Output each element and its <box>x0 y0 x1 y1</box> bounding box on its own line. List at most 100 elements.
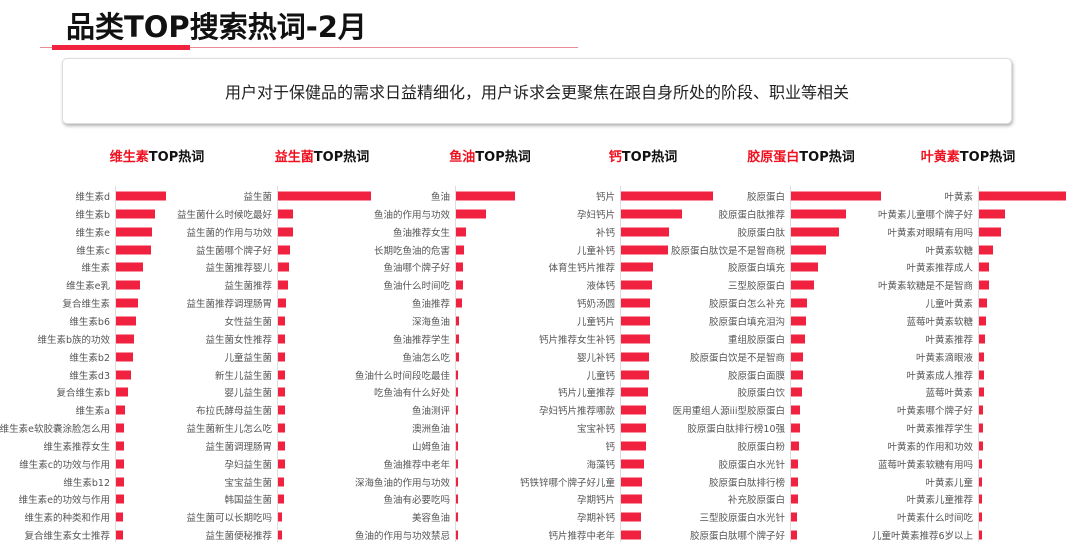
bar-label: 维生素b12 <box>63 477 110 489</box>
bar-label: 胶原蛋白肽排行榜10强 <box>687 424 785 436</box>
bar <box>621 245 668 255</box>
bar-label: 儿童叶黄素推荐6岁以上 <box>871 531 973 543</box>
bar <box>278 530 282 540</box>
bar <box>979 191 1066 201</box>
bar <box>621 494 643 504</box>
bar <box>456 316 459 326</box>
bar-label: 韩国益生菌 <box>224 495 272 507</box>
bar <box>116 352 133 362</box>
bar-label: 叶黄素对眼睛有用吗 <box>887 227 973 239</box>
bar-label: 益生菌的作用与功效 <box>186 227 272 239</box>
bar <box>116 227 152 237</box>
bar-label: 益生菌哪个牌子好 <box>195 245 272 257</box>
bar-label: 鱼油 <box>430 192 450 203</box>
bar-label: 维生素d <box>75 192 110 203</box>
bar-label: 叶黄素 <box>944 192 973 203</box>
bar-label: 三型胶原蛋白 <box>727 281 785 293</box>
bar-label: 维生素b2 <box>69 352 110 364</box>
bar <box>791 387 802 397</box>
bar <box>116 494 124 504</box>
bar <box>979 298 987 308</box>
chart-title-highlight: 鱼油 <box>449 150 476 165</box>
bar <box>278 459 285 469</box>
bar <box>456 530 458 540</box>
bar <box>979 477 983 487</box>
bar <box>278 262 290 272</box>
bar-label: 维生素推荐女生 <box>43 441 110 453</box>
bar-label: 叶黄素推荐 <box>925 334 973 346</box>
bar <box>278 209 293 219</box>
bar <box>116 209 155 219</box>
bar-label: 鱼油的作用与功效禁忌 <box>354 531 450 543</box>
bar <box>456 209 486 219</box>
bar <box>278 494 284 504</box>
bar <box>621 530 642 540</box>
bar-label: 医用重组人源iii型胶原蛋白 <box>672 406 785 418</box>
bar <box>621 298 651 308</box>
bar <box>278 245 291 255</box>
bar <box>621 405 646 415</box>
chart-title: 叶黄素TOP热词 <box>921 146 1015 165</box>
bar <box>456 262 464 272</box>
bar <box>116 459 124 469</box>
bar-label: 胶原蛋白面膜 <box>727 370 785 382</box>
bar-label: 钙铁锌哪个牌子好儿童 <box>519 477 615 489</box>
bar <box>621 316 651 326</box>
bar <box>456 387 458 397</box>
bar <box>116 298 138 308</box>
bar <box>791 405 800 415</box>
bar <box>979 334 986 344</box>
bar-label: 补充胶原蛋白 <box>727 495 785 507</box>
bar-label: 鱼油什么时间吃 <box>383 281 450 293</box>
bar-label: 维生素的种类和作用 <box>24 513 110 525</box>
bar-label: 海藻钙 <box>586 459 615 471</box>
bar <box>456 245 465 255</box>
bar-label: 鱼油推荐女生 <box>392 227 450 239</box>
bar <box>621 227 669 237</box>
bar <box>621 191 713 201</box>
bar-label: 胶原蛋白 <box>746 192 785 203</box>
bar-label: 澳洲鱼油 <box>411 424 450 436</box>
summary-text: 用户对于保健品的需求日益精细化，用户诉求会更聚焦在跟自身所处的阶段、职业等相关 <box>224 83 849 102</box>
chart-title: 维生素TOP热词 <box>110 146 204 165</box>
bar <box>621 459 644 469</box>
bar <box>278 370 286 379</box>
bar-label: 益生菌推荐婴儿 <box>205 263 272 275</box>
chart-title-highlight: 钙 <box>608 150 622 165</box>
bar-label: 维生素c的功效与作用 <box>19 459 110 471</box>
bar-label: 维生素e乳 <box>66 281 110 293</box>
bar-label: 胶原蛋白怎么补充 <box>708 299 785 311</box>
bar-label: 钙片推荐女生补钙 <box>538 334 615 346</box>
summary-box: 用户对于保健品的需求日益精细化，用户诉求会更聚焦在跟自身所处的阶段、职业等相关 <box>62 58 1012 124</box>
bar <box>456 280 464 290</box>
chart-title: 鱼油TOP热词 <box>449 146 530 165</box>
bar <box>116 477 124 487</box>
bar <box>791 494 799 504</box>
bar <box>979 316 986 326</box>
bar-label: 维生素d3 <box>69 370 110 382</box>
bar <box>116 387 128 397</box>
bar <box>278 280 289 290</box>
chart-axis <box>277 186 278 542</box>
chart-axis <box>115 186 116 542</box>
bar-label: 深海鱼油 <box>411 316 450 328</box>
bar-label: 叶黄素儿童 <box>925 477 973 489</box>
chart-title-highlight: 维生素 <box>109 150 149 165</box>
chart-axis <box>455 186 456 542</box>
bar-label: 叶黄素儿童推荐 <box>906 495 973 507</box>
chart-title-highlight: 叶黄素 <box>920 150 960 165</box>
bar-label: 儿童益生菌 <box>224 352 272 364</box>
bar-label: 维生素b <box>75 209 110 221</box>
bar <box>979 280 990 290</box>
bar <box>116 334 134 344</box>
bar <box>278 191 371 201</box>
title-underline <box>40 47 578 48</box>
bar-label: 鱼油测评 <box>411 406 450 418</box>
bar <box>979 209 1006 219</box>
bar <box>456 405 458 415</box>
bar-label: 液体钙 <box>586 281 615 293</box>
bar-label: 叶黄素推荐成人 <box>906 263 973 275</box>
bar <box>456 191 515 201</box>
bar-label: 重组胶原蛋白 <box>727 334 785 346</box>
bar <box>116 512 123 522</box>
